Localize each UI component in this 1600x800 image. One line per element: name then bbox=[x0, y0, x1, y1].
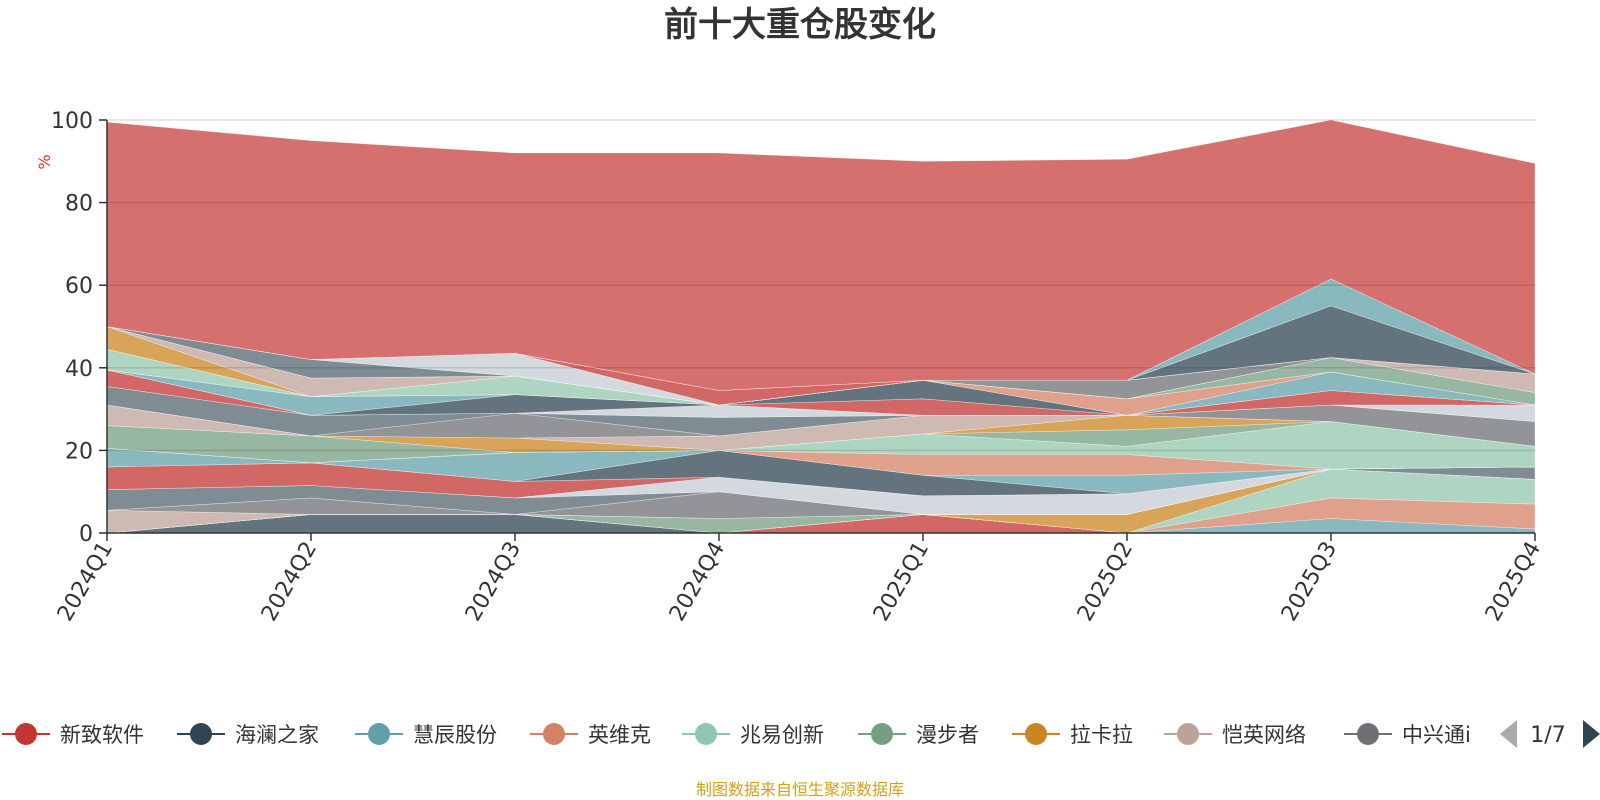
legend-item[interactable]: 海澜之家 bbox=[177, 723, 319, 747]
legend-label: 兆易创新 bbox=[740, 723, 824, 747]
x-tick-label: 2024Q2 bbox=[257, 538, 322, 626]
grid-lines bbox=[107, 119, 1535, 452]
area-layers bbox=[106, 119, 1536, 534]
legend-item[interactable]: 慧辰股份 bbox=[355, 723, 497, 747]
x-tick-label: 2025Q3 bbox=[1277, 538, 1342, 626]
legend-label: 恺英网络 bbox=[1222, 723, 1306, 747]
legend-circle-icon bbox=[15, 723, 37, 745]
legend-label: 中兴通i bbox=[1402, 723, 1471, 747]
legend-circle-icon bbox=[190, 723, 212, 745]
y-tick-label: 0 bbox=[79, 522, 93, 547]
x-tick-label: 2025Q4 bbox=[1481, 538, 1546, 626]
legend: 新致软件 海澜之家 慧辰股份 英维克 兆易创新 漫步者 拉卡拉 恺英网络 中兴通i bbox=[2, 723, 1471, 747]
legend-circle-icon bbox=[1357, 723, 1379, 745]
legend-item[interactable]: 新致软件 bbox=[2, 723, 144, 747]
legend-circle-icon bbox=[1025, 723, 1047, 745]
legend-label: 新致软件 bbox=[60, 723, 144, 747]
legend-item[interactable]: 拉卡拉 bbox=[1012, 723, 1133, 747]
y-tick-label: 40 bbox=[65, 357, 93, 382]
legend-page-indicator: 1/7 bbox=[1530, 723, 1565, 748]
legend-circle-icon bbox=[695, 723, 717, 745]
legend-label: 英维克 bbox=[588, 723, 651, 747]
legend-label: 拉卡拉 bbox=[1070, 723, 1133, 747]
legend-item[interactable]: 中兴通i bbox=[1344, 723, 1471, 747]
legend-item[interactable]: 兆易创新 bbox=[682, 723, 824, 747]
y-tick-label: 20 bbox=[65, 439, 93, 464]
legend-item[interactable]: 英维克 bbox=[530, 723, 651, 747]
legend-prev-page-icon[interactable] bbox=[1500, 720, 1517, 748]
legend-label: 海澜之家 bbox=[235, 723, 319, 747]
legend-item[interactable]: 漫步者 bbox=[858, 723, 979, 747]
y-tick-label: 60 bbox=[65, 274, 93, 299]
x-tick-label: 2024Q1 bbox=[53, 538, 118, 626]
legend-item[interactable]: 恺英网络 bbox=[1164, 723, 1306, 747]
x-tick-label: 2025Q2 bbox=[1073, 538, 1138, 626]
legend-label: 漫步者 bbox=[916, 723, 979, 747]
x-tick-label: 2025Q1 bbox=[869, 538, 934, 626]
y-axis-unit: % bbox=[35, 154, 54, 169]
y-tick-label: 80 bbox=[65, 192, 93, 217]
legend-label: 慧辰股份 bbox=[413, 723, 497, 747]
legend-circle-icon bbox=[368, 723, 390, 745]
y-tick-label: 100 bbox=[51, 109, 93, 134]
x-tick-label: 2024Q3 bbox=[461, 538, 526, 626]
x-tick-label: 2024Q4 bbox=[665, 538, 730, 626]
legend-circle-icon bbox=[543, 723, 565, 745]
legend-next-page-icon[interactable] bbox=[1583, 720, 1600, 748]
area-series-36 bbox=[106, 119, 1536, 391]
legend-circle-icon bbox=[871, 723, 893, 745]
data-source-note: 制图数据来自恒生聚源数据库 bbox=[696, 780, 904, 799]
chart-title: 前十大重仓股变化 bbox=[664, 5, 936, 45]
legend-circle-icon bbox=[1177, 723, 1199, 745]
